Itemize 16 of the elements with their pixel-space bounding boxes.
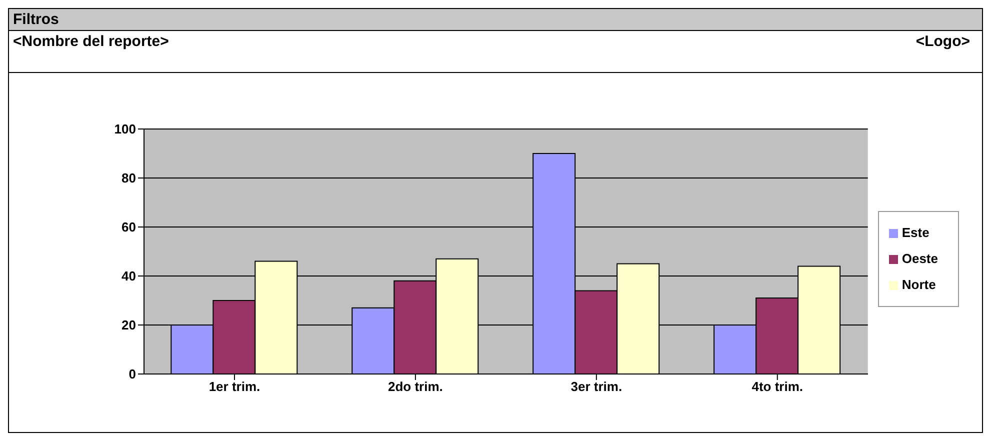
x-tick-label: 2do trim. bbox=[388, 379, 443, 394]
text: <Logo> bbox=[916, 33, 970, 52]
chart-title: Filtros bbox=[9, 9, 982, 31]
chart-subtitle: <Nombre del reporte> bbox=[13, 33, 169, 52]
x-tick-label: 1er trim. bbox=[208, 379, 260, 394]
legend-label: Oeste bbox=[902, 251, 938, 266]
legend-label: Este bbox=[902, 225, 930, 240]
y-tick-label: 60 bbox=[122, 220, 136, 235]
y-tick-label: 0 bbox=[128, 366, 136, 382]
x-tick-label: 3er trim. bbox=[570, 379, 622, 394]
y-tick-label: 40 bbox=[122, 268, 136, 284]
y-tick-label: 100 bbox=[114, 122, 136, 137]
legend-label: Norte bbox=[902, 277, 936, 292]
y-tick-label: 20 bbox=[122, 318, 136, 333]
y-tick-label: 80 bbox=[122, 170, 136, 186]
x-tick-label: 4to trim. bbox=[752, 379, 804, 394]
